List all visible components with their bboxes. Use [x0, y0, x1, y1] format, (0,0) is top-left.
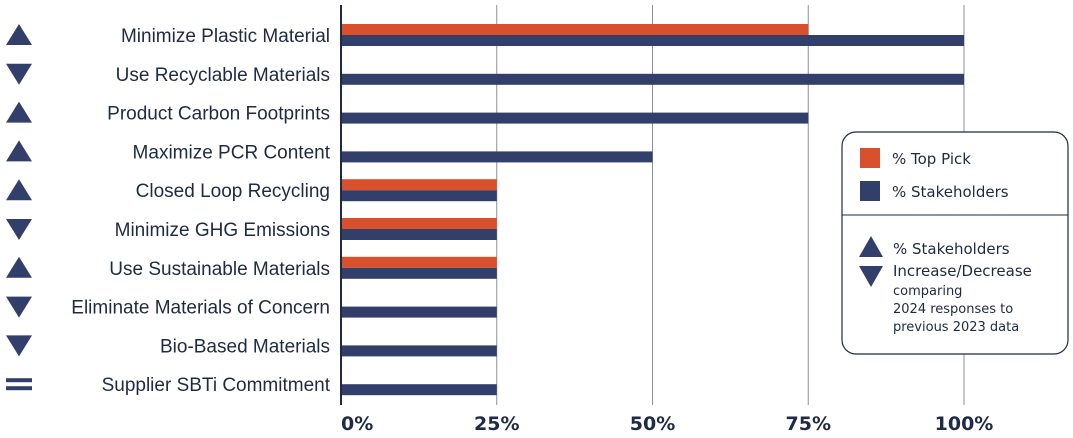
category-label: Eliminate Materials of Concern: [71, 298, 330, 319]
legend-trend-note-3: previous 2023 data: [893, 320, 1019, 335]
category-label: Use Sustainable Materials: [109, 259, 330, 280]
bar-stakeholders: [341, 345, 497, 357]
x-tick-label: 25%: [474, 413, 519, 435]
bar-stakeholders: [341, 151, 653, 163]
legend-label-stakeholders: % Stakeholders: [892, 183, 1009, 201]
legend-triangle-up-icon: [859, 236, 883, 257]
x-tick-label: 75%: [786, 413, 831, 435]
bar-stakeholders: [341, 190, 497, 202]
bar-top-pick: [341, 24, 809, 35]
x-tick-labels: 0% 25% 50% 75% 100%: [341, 413, 993, 435]
bar-top-pick: [341, 179, 497, 191]
legend-trend-note-1: comparing: [893, 284, 962, 299]
category-label: Maximize PCR Content: [133, 142, 331, 163]
bar-stakeholders: [341, 384, 497, 396]
triangle-up-icon: [6, 140, 32, 162]
triangle-down-icon: [6, 63, 32, 85]
triangle-down-icon: [6, 296, 32, 318]
bar-top-pick: [341, 256, 497, 268]
bar-stakeholders: [341, 267, 497, 279]
bar-stakeholders: [341, 306, 497, 318]
bar-stakeholders: [341, 73, 964, 85]
triangle-up-icon: [6, 179, 32, 201]
bar-stakeholders: [341, 112, 809, 124]
legend-triangle-down-icon: [859, 266, 883, 287]
legend-swatch-top-pick: [860, 148, 880, 168]
triangle-down-icon: [6, 335, 32, 357]
category-labels: Minimize Plastic Material Use Recyclable …: [71, 26, 330, 396]
trend-icons: [6, 24, 32, 391]
category-label: Minimize Plastic Material: [121, 26, 330, 47]
triangle-up-icon: [6, 256, 32, 278]
bar-top-pick: [341, 218, 497, 229]
x-tick-label: 50%: [630, 413, 675, 435]
legend-label-top-pick: % Top Pick: [892, 150, 971, 168]
legend-swatch-stakeholders: [860, 181, 880, 201]
legend-box: [841, 131, 1069, 355]
legend-trend-title-2: Increase/Decrease: [893, 262, 1032, 280]
equals-icon: [6, 378, 32, 391]
triangle-up-icon: [6, 101, 32, 123]
category-label: Use Recyclable Materials: [116, 65, 330, 86]
category-label: Minimize GHG Emissions: [115, 220, 330, 241]
x-tick-label: 100%: [935, 413, 994, 435]
x-tick-label: 0%: [341, 413, 373, 435]
category-label: Product Carbon Footprints: [107, 104, 330, 125]
triangle-up-icon: [6, 24, 32, 45]
category-label: Supplier SBTi Commitment: [102, 375, 331, 396]
legend-trend-note-2: 2024 responses to: [893, 302, 1013, 317]
category-label: Bio-Based Materials: [160, 336, 330, 357]
bar-stakeholders: [341, 35, 964, 46]
legend-trend-title-1: % Stakeholders: [893, 240, 1010, 258]
category-label: Closed Loop Recycling: [136, 181, 330, 202]
triangle-down-icon: [6, 219, 32, 240]
bar-stakeholders: [341, 229, 497, 240]
bars: [341, 24, 964, 396]
legend: % Top Pick % Stakeholders % Stakeholders…: [841, 131, 1069, 355]
